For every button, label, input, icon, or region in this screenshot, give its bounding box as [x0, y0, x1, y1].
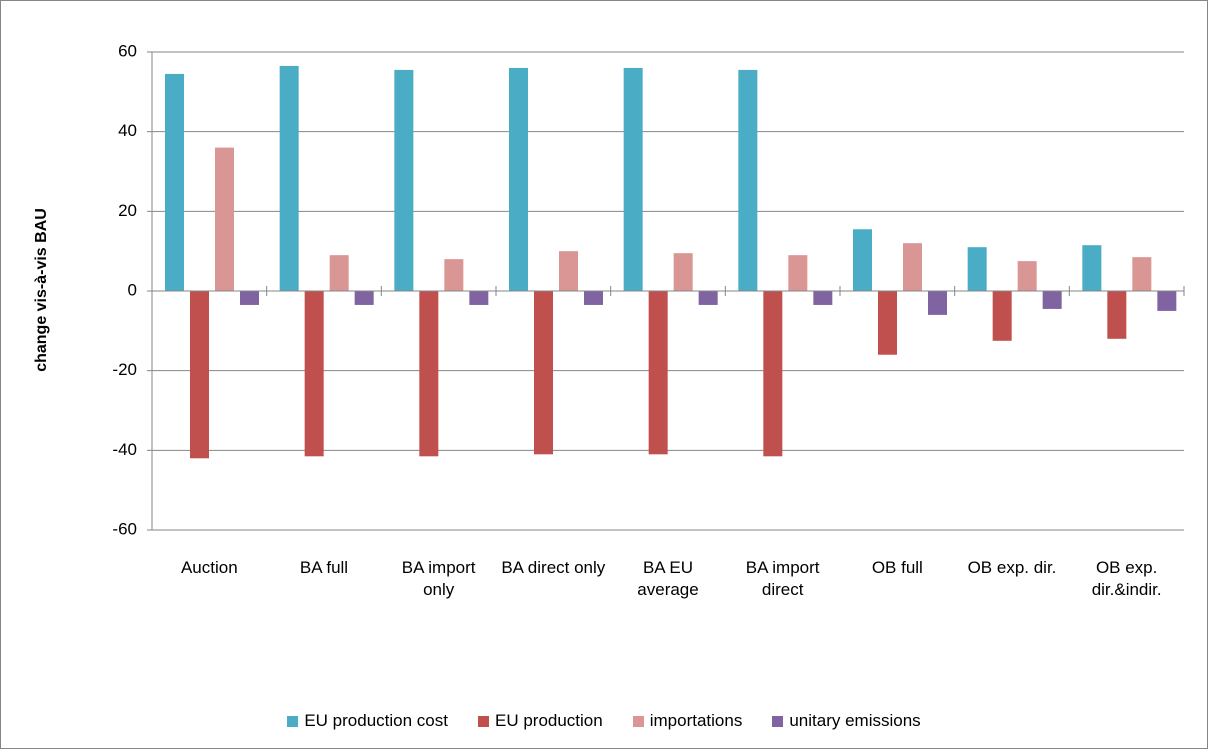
- x-tick-label: BA EU average: [637, 558, 699, 599]
- bar: [648, 291, 668, 455]
- bar: [190, 291, 209, 459]
- bar: [469, 291, 489, 305]
- legend-label: importations: [649, 711, 743, 730]
- legend-label: EU production: [494, 711, 603, 730]
- y-tick-label: 40: [118, 121, 137, 140]
- bar: [992, 291, 1012, 341]
- bar: [1017, 261, 1037, 291]
- bar: [534, 291, 553, 455]
- y-tick-label: 20: [118, 201, 137, 220]
- x-tick-label: BA import direct: [745, 558, 820, 599]
- y-tick-label: -60: [112, 519, 137, 538]
- y-axis-title: change vis-à-vis BAU: [33, 208, 50, 372]
- legend-item: importations: [632, 711, 743, 731]
- bar: [928, 291, 947, 315]
- bar: [813, 291, 833, 305]
- legend-item: EU production cost: [287, 711, 448, 731]
- bar: [1132, 257, 1152, 291]
- bar: [903, 243, 922, 291]
- bar: [788, 255, 808, 291]
- bar: [623, 67, 643, 291]
- bar: [509, 67, 528, 291]
- legend-item: unitary emissions: [772, 711, 921, 731]
- legend-swatch: [477, 715, 489, 727]
- y-tick-label: -20: [112, 360, 137, 379]
- bar: [444, 259, 464, 291]
- bar: [1107, 291, 1127, 339]
- legend-swatch: [632, 715, 644, 727]
- legend-label: EU production cost: [304, 711, 448, 730]
- x-tick-label: OB exp. dir.: [967, 558, 1057, 577]
- bar: [673, 253, 693, 291]
- bar: [738, 69, 758, 291]
- bar: [1157, 291, 1177, 311]
- legend-item: EU production: [477, 711, 603, 731]
- x-tick-label: OB exp. dir.&indir.: [1091, 558, 1162, 599]
- bar: [215, 147, 234, 291]
- bar: [763, 291, 783, 457]
- bar: [329, 255, 349, 291]
- bar: [698, 291, 718, 305]
- y-tick-label: 0: [128, 280, 137, 299]
- bar: [394, 69, 414, 291]
- legend-swatch: [772, 715, 784, 727]
- bar: [419, 291, 439, 457]
- bar: [559, 251, 578, 291]
- legend-label: unitary emissions: [789, 711, 921, 730]
- y-tick-label: -40: [112, 440, 137, 459]
- bar: [240, 291, 259, 305]
- legend: EU production cost EU production importati…: [0, 711, 1208, 731]
- x-tick-label: BA full: [299, 558, 349, 577]
- bar: [967, 247, 987, 291]
- y-tick-label: 60: [118, 41, 137, 60]
- bar: [165, 73, 184, 292]
- bar: [1042, 291, 1062, 309]
- bar: [354, 291, 374, 305]
- bar: [853, 229, 872, 291]
- x-tick-label: OB full: [871, 558, 923, 577]
- bar: [1082, 245, 1102, 291]
- bar: [584, 291, 603, 305]
- bar: [304, 291, 324, 457]
- x-tick-label: Auction: [180, 558, 238, 577]
- x-tick-label: BA direct only: [501, 558, 606, 577]
- bar: [279, 65, 299, 291]
- legend-swatch: [287, 715, 299, 727]
- bar: [878, 291, 897, 355]
- x-tick-label: BA import only: [401, 558, 476, 599]
